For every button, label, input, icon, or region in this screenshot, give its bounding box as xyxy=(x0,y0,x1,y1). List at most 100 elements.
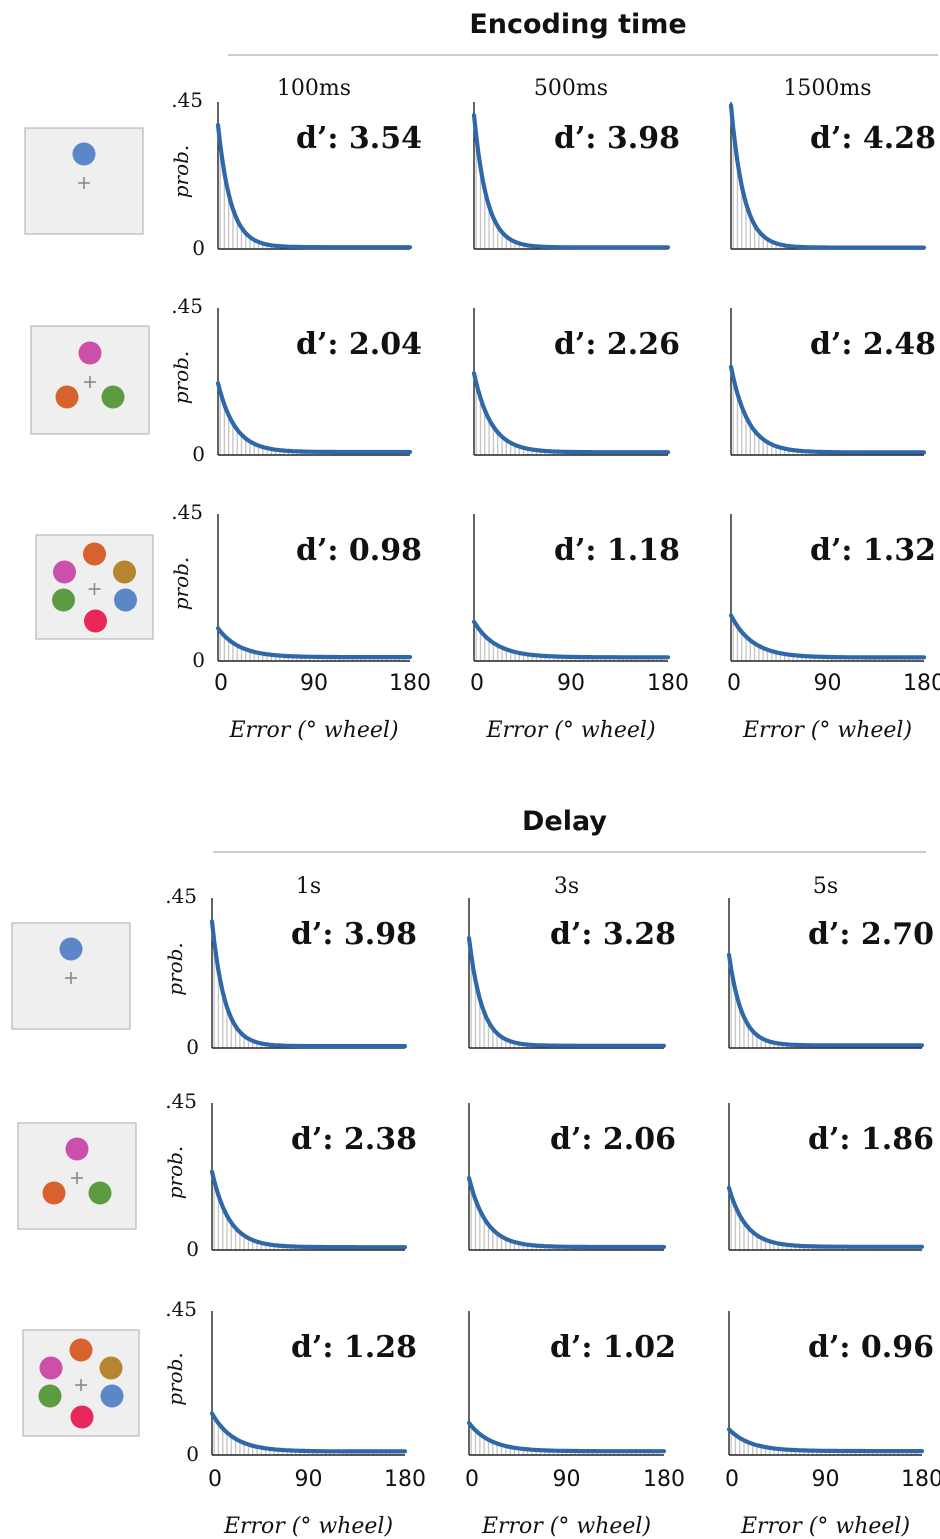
stimulus-dot xyxy=(38,1384,62,1408)
model-curve xyxy=(726,1427,925,1454)
panel: d’: 2.06 xyxy=(466,1103,676,1251)
y-tick-label: 0 xyxy=(192,442,205,466)
condition-label: 5s xyxy=(813,874,838,899)
x-axis-label: Error (° wheel) xyxy=(481,1514,651,1539)
stimulus-dot xyxy=(88,1181,112,1205)
panel: d’: 0.96 xyxy=(726,1311,934,1456)
panel: d’: 1.32 xyxy=(728,514,936,662)
y-tick-label: 0 xyxy=(186,1035,199,1059)
y-axis-label: prob. xyxy=(163,1352,187,1406)
stimulus-dot xyxy=(65,1137,89,1161)
x-tick-label: 0 xyxy=(725,1467,739,1492)
condition-label: 1500ms xyxy=(783,76,871,101)
x-axis-label: Error (° wheel) xyxy=(742,718,912,743)
dprime-label: d’: 2.38 xyxy=(291,1122,417,1157)
dprime-label: d’: 2.48 xyxy=(810,327,936,362)
section-title: Encoding time xyxy=(469,9,686,40)
model-curve xyxy=(466,935,667,1048)
panel: d’: 4.28 xyxy=(728,102,936,250)
row-set-size-3: .45 0 prob. d’: 2.38 d’: 2.06 d’: 1.86 xyxy=(17,1089,934,1261)
stimulus-dot xyxy=(100,1384,124,1408)
y-tick-label: .45 xyxy=(165,1297,197,1321)
dprime-label: d’: 3.98 xyxy=(554,121,680,156)
y-axis-label: prob. xyxy=(169,557,193,611)
x-axis-label: Error (° wheel) xyxy=(228,718,398,743)
x-tick-label: 90 xyxy=(300,671,328,696)
panel: d’: 1.18 xyxy=(471,514,680,662)
stimulus-dot xyxy=(59,937,83,961)
panel: d’: 2.48 xyxy=(728,308,936,456)
model-curve xyxy=(728,103,927,250)
y-tick-label: .45 xyxy=(165,884,197,908)
dprime-label: d’: 1.28 xyxy=(291,1330,417,1365)
panel: d’: 3.54 xyxy=(215,102,422,250)
x-tick-label: 90 xyxy=(553,1467,581,1492)
stimulus-dot xyxy=(39,1356,63,1380)
x-tick-label: 0 xyxy=(208,1467,222,1492)
x-tick-label: 90 xyxy=(557,671,585,696)
stimulus-dot xyxy=(69,1338,93,1362)
stimulus-dot xyxy=(70,1405,94,1429)
stimulus-dot xyxy=(114,588,137,612)
dprime-label: d’: 3.28 xyxy=(550,917,676,952)
panel: d’: 3.28 xyxy=(466,898,676,1049)
stimulus-dot xyxy=(84,609,107,633)
dprime-label: d’: 0.98 xyxy=(296,533,422,568)
model-curve xyxy=(726,1185,925,1249)
y-axis-label: prob. xyxy=(163,942,187,996)
x-tick-label: 0 xyxy=(465,1467,479,1492)
x-tick-label: 90 xyxy=(814,671,842,696)
stimulus-dot xyxy=(99,1356,123,1380)
panel: d’: 1.02 xyxy=(466,1311,676,1456)
section-encoding-time: Encoding time 100ms 500ms 1500ms .45 0 prob. d’… xyxy=(24,9,940,743)
dprime-label: d’: 3.98 xyxy=(291,917,417,952)
dprime-label: d’: 2.70 xyxy=(808,917,934,952)
model-curve xyxy=(215,381,413,455)
y-axis-label: prob. xyxy=(163,1146,187,1200)
stimulus-dot xyxy=(113,560,136,584)
dprime-label: d’: 4.28 xyxy=(810,121,936,156)
panel: d’: 2.26 xyxy=(471,308,680,456)
model-curve xyxy=(728,613,927,660)
stimulus-dot xyxy=(42,1181,66,1205)
model-curve xyxy=(215,122,413,250)
stimulus-dot xyxy=(78,341,102,365)
y-tick-label: .45 xyxy=(165,1089,197,1113)
model-curve xyxy=(209,1169,408,1250)
dprime-label: d’: 3.54 xyxy=(296,121,422,156)
row-set-size-1: .45 0 prob. d’: 3.98 d’: 3.28 d’: 2.70 xyxy=(11,884,934,1059)
x-tick-label: 180 xyxy=(901,1467,940,1492)
model-curve xyxy=(209,919,408,1049)
section-title: Delay xyxy=(522,806,607,837)
model-curve xyxy=(471,113,671,250)
panel: d’: 2.70 xyxy=(726,898,934,1049)
stimulus-dot xyxy=(53,560,76,584)
model-curve xyxy=(466,1420,667,1454)
stimulus-dot xyxy=(52,588,75,612)
y-tick-label: 0 xyxy=(186,1237,199,1261)
stimulus-dot xyxy=(83,542,106,566)
y-axis-label: prob. xyxy=(169,145,193,199)
x-tick-label: 90 xyxy=(812,1467,840,1492)
x-axis-label: Error (° wheel) xyxy=(223,1514,393,1539)
panel: d’: 2.04 xyxy=(215,308,422,456)
model-curve xyxy=(471,619,671,660)
model-curve xyxy=(209,1411,408,1454)
condition-label: 100ms xyxy=(277,76,351,101)
y-axis-label: prob. xyxy=(169,351,193,405)
model-curve xyxy=(466,1176,667,1250)
model-curve xyxy=(471,371,671,455)
y-tick-label: 0 xyxy=(192,648,205,672)
stimulus-dot xyxy=(72,142,96,166)
dprime-label: d’: 1.02 xyxy=(550,1330,676,1365)
x-tick-label: 0 xyxy=(727,671,741,696)
stimulus-dot xyxy=(101,385,125,409)
dprime-label: d’: 0.96 xyxy=(808,1330,934,1365)
y-tick-label: .45 xyxy=(171,88,203,112)
dprime-label: d’: 2.26 xyxy=(554,327,680,362)
panel: d’: 1.28 xyxy=(209,1311,417,1456)
panel: d’: 3.98 xyxy=(209,898,417,1049)
model-curve xyxy=(726,952,925,1048)
x-tick-label: 0 xyxy=(214,671,228,696)
